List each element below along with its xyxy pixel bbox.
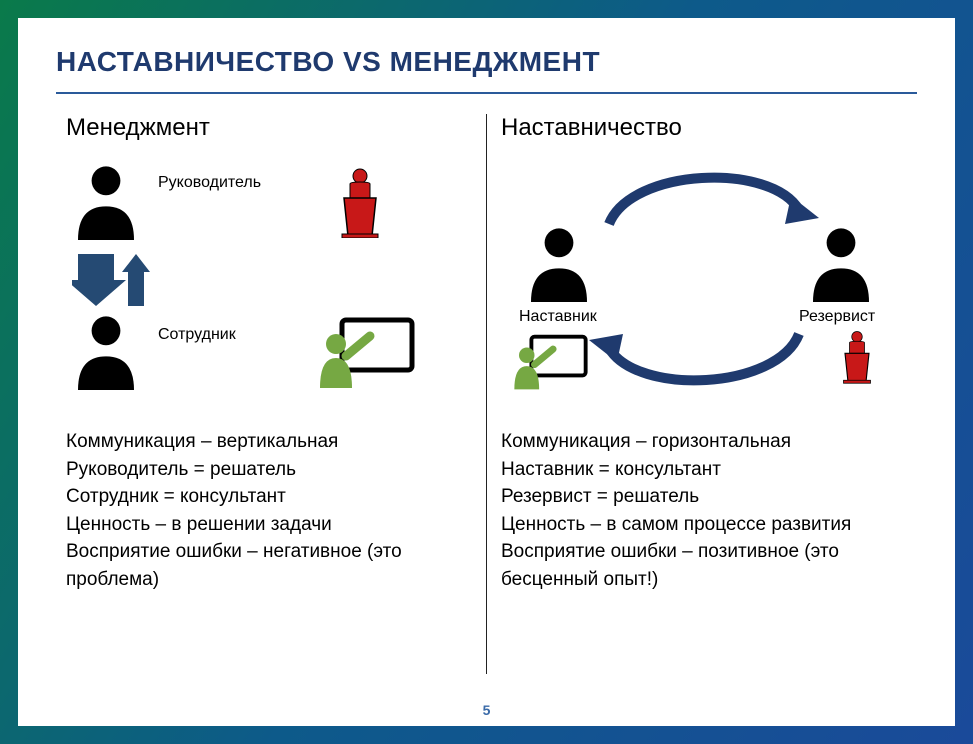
boss-label: Руководитель	[158, 174, 261, 192]
bullet-item: Ценность – в самом процессе развития	[501, 511, 907, 539]
slide-title: НАСТАВНИЧЕСТВО VS МЕНЕДЖМЕНТ	[56, 46, 917, 78]
heading-management: Менеджмент	[66, 114, 472, 142]
page-number: 5	[483, 702, 491, 718]
title-rule	[56, 92, 917, 94]
bullet-item: Руководитель = решатель	[66, 456, 472, 484]
mentor-icon	[519, 222, 599, 307]
column-divider	[486, 114, 487, 674]
bullet-item: Коммуникация – вертикальная	[66, 428, 472, 456]
bullet-item: Сотрудник = консультант	[66, 483, 472, 511]
column-mentoring: Наставничество Наставник	[491, 114, 917, 674]
reservist-icon	[801, 222, 881, 307]
employee-label: Сотрудник	[158, 326, 236, 344]
bullet-item: Наставник = консультант	[501, 456, 907, 484]
podium-icon	[336, 168, 384, 243]
column-management: Менеджмент Руководитель	[56, 114, 482, 674]
diagram-mentoring: Наставник Резервист	[501, 160, 907, 420]
boss-icon	[66, 160, 146, 245]
vertical-arrows-icon	[72, 250, 152, 315]
bullet-item: Восприятие ошибки – негативное (это проб…	[66, 538, 472, 593]
bullets-management: Коммуникация – вертикальная Руководитель…	[66, 428, 472, 593]
whiteboard-small-icon	[511, 332, 589, 399]
diagram-management: Руководитель	[66, 160, 472, 420]
bullets-mentoring: Коммуникация – горизонтальная Наставник …	[501, 428, 907, 593]
slide: НАСТАВНИЧЕСТВО VS МЕНЕДЖМЕНТ Менеджмент …	[18, 18, 955, 726]
bullet-item: Восприятие ошибки – позитивное (это бесц…	[501, 538, 907, 593]
whiteboard-icon	[316, 314, 416, 399]
heading-mentoring: Наставничество	[501, 114, 907, 142]
employee-icon	[66, 310, 146, 395]
curved-arrow-bottom-icon	[587, 318, 817, 403]
bullet-item: Коммуникация – горизонтальная	[501, 428, 907, 456]
bullet-item: Ценность – в решении задачи	[66, 511, 472, 539]
bullet-item: Резервист = решатель	[501, 483, 907, 511]
podium-small-icon	[839, 330, 875, 389]
mentor-label: Наставник	[519, 308, 597, 326]
curved-arrow-top-icon	[591, 160, 821, 245]
columns: Менеджмент Руководитель	[56, 114, 917, 674]
